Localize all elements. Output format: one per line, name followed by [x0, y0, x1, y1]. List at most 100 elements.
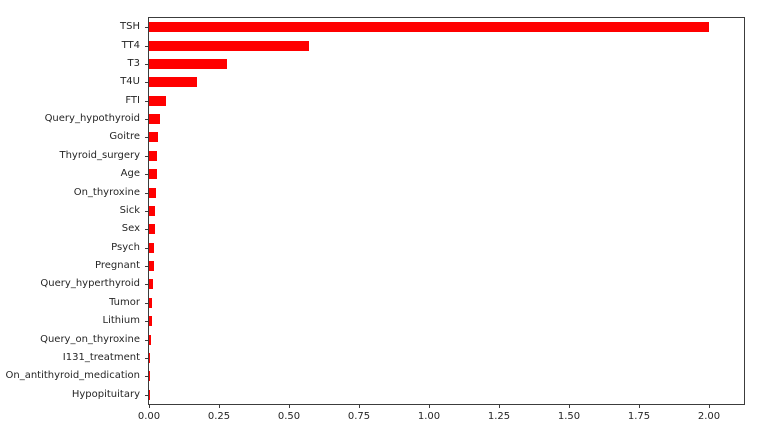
bar: [149, 40, 309, 51]
bar: [149, 205, 156, 216]
bar-row: Hypopituitary: [72, 386, 744, 404]
y-axis-label: Pregnant: [95, 260, 140, 272]
bar-row: Pregnant: [95, 257, 744, 275]
x-axis-label: 1.25: [487, 411, 511, 422]
bar-row: FTI: [125, 92, 744, 110]
bar-row: Query_hyperthyroid: [40, 275, 744, 293]
y-axis-label: Query_hypothyroid: [44, 113, 140, 125]
y-axis-label: I131_treatment: [62, 351, 140, 363]
y-axis-label: TSH: [120, 21, 140, 33]
x-tick-mark: [359, 405, 360, 408]
x-tick-mark: [149, 405, 150, 408]
y-tick-mark: [145, 192, 148, 194]
y-tick-mark: [145, 45, 148, 47]
y-axis-label: Query_on_thyroxine: [40, 333, 140, 345]
y-tick-mark: [145, 339, 148, 341]
bar: [149, 58, 228, 69]
bar: [149, 132, 158, 143]
x-tick-mark: [289, 405, 290, 408]
bar: [149, 150, 158, 161]
y-tick-mark: [145, 174, 148, 176]
bar: [149, 22, 709, 33]
y-axis-label: Sex: [121, 223, 140, 235]
bar-row: Goitre: [109, 128, 744, 146]
y-tick-mark: [145, 155, 148, 157]
bar: [149, 352, 150, 363]
bar-row: Query_hypothyroid: [45, 110, 744, 128]
bar-row: T4U: [120, 73, 744, 91]
bar-row: Age: [121, 165, 744, 183]
x-tick-mark: [709, 405, 710, 408]
y-tick-mark: [145, 27, 148, 29]
bar-row: Psych: [111, 239, 744, 257]
bar: [149, 279, 153, 290]
bar-row: Sex: [122, 220, 744, 238]
x-axis-label: 1.75: [627, 411, 651, 422]
y-tick-mark: [145, 82, 148, 84]
y-axis-label: Hypopituitary: [71, 388, 140, 400]
x-axis-label: 0.00: [137, 411, 161, 422]
y-tick-mark: [145, 266, 148, 268]
bar: [149, 242, 155, 253]
y-axis-label: Age: [120, 168, 140, 180]
bar-row: TT4: [122, 36, 744, 54]
y-axis-label: Goitre: [109, 131, 140, 143]
y-axis-label: Lithium: [102, 315, 140, 327]
y-axis-label: FTI: [125, 94, 140, 106]
x-axis-label: 1.50: [557, 411, 581, 422]
bar: [149, 169, 158, 180]
y-tick-mark: [145, 376, 148, 378]
y-tick-mark: [145, 100, 148, 102]
y-tick-mark: [145, 247, 148, 249]
bar: [149, 95, 166, 106]
plot-area: TSH TT4 T3 T4U FTI Query_hypothyroid Goitre Thy…: [6, 17, 745, 422]
y-tick-mark: [145, 302, 148, 304]
y-axis-label: Sick: [119, 204, 140, 216]
y-axis-label: On_thyroxine: [73, 186, 140, 198]
y-axis-label: Thyroid_surgery: [59, 149, 140, 161]
y-axis-label: Tumor: [109, 296, 140, 308]
bar: [149, 334, 152, 345]
y-axis-label: Query_hyperthyroid: [40, 278, 140, 290]
y-tick-mark: [145, 137, 148, 139]
x-tick-mark: [219, 405, 220, 408]
x-axis-label: 1.00: [417, 411, 441, 422]
y-axis-label: On_antithyroid_medication: [5, 370, 141, 382]
y-tick-mark: [145, 63, 148, 65]
bar-row: T3: [128, 55, 744, 73]
bar-row: On_thyroxine: [74, 183, 744, 201]
y-tick-mark: [145, 321, 148, 323]
y-tick-mark: [145, 210, 148, 212]
bar: [149, 224, 156, 235]
bar-row: Lithium: [103, 312, 744, 330]
x-tick-mark: [499, 405, 500, 408]
bar-row: Tumor: [109, 294, 744, 312]
bar-row: TSH: [120, 18, 744, 36]
x-tick-mark: [569, 405, 570, 408]
bar: [149, 114, 161, 125]
y-axis-label: T3: [127, 57, 140, 69]
x-axis-label: 2.00: [697, 411, 721, 422]
bar: [149, 297, 152, 308]
x-tick-mark: [429, 405, 430, 408]
x-axis: 0.00 0.25 0.50 0.75 1.00 1.25 1.50 1.75 2.00: [138, 404, 744, 434]
y-tick-mark: [145, 394, 148, 396]
bar-row: On_antithyroid_medication: [6, 367, 744, 385]
y-axis-label: TT4: [121, 39, 140, 51]
bar: [149, 261, 154, 272]
x-axis-label: 0.25: [207, 411, 231, 422]
y-tick-mark: [145, 357, 148, 359]
bar: [149, 187, 157, 198]
x-axis-label: 0.50: [277, 411, 301, 422]
x-axis-label: 0.75: [347, 411, 371, 422]
bar-row: Sick: [120, 202, 744, 220]
y-tick-mark: [145, 119, 148, 121]
bar: [149, 316, 152, 327]
bar: [149, 77, 197, 88]
bars-container: TSH TT4 T3 T4U FTI Query_hypothyroid Goitre Thy…: [6, 18, 744, 404]
x-tick-mark: [639, 405, 640, 408]
y-axis-label: Psych: [111, 241, 140, 253]
bar-row: Thyroid_surgery: [59, 147, 744, 165]
y-axis-label: T4U: [120, 76, 140, 88]
